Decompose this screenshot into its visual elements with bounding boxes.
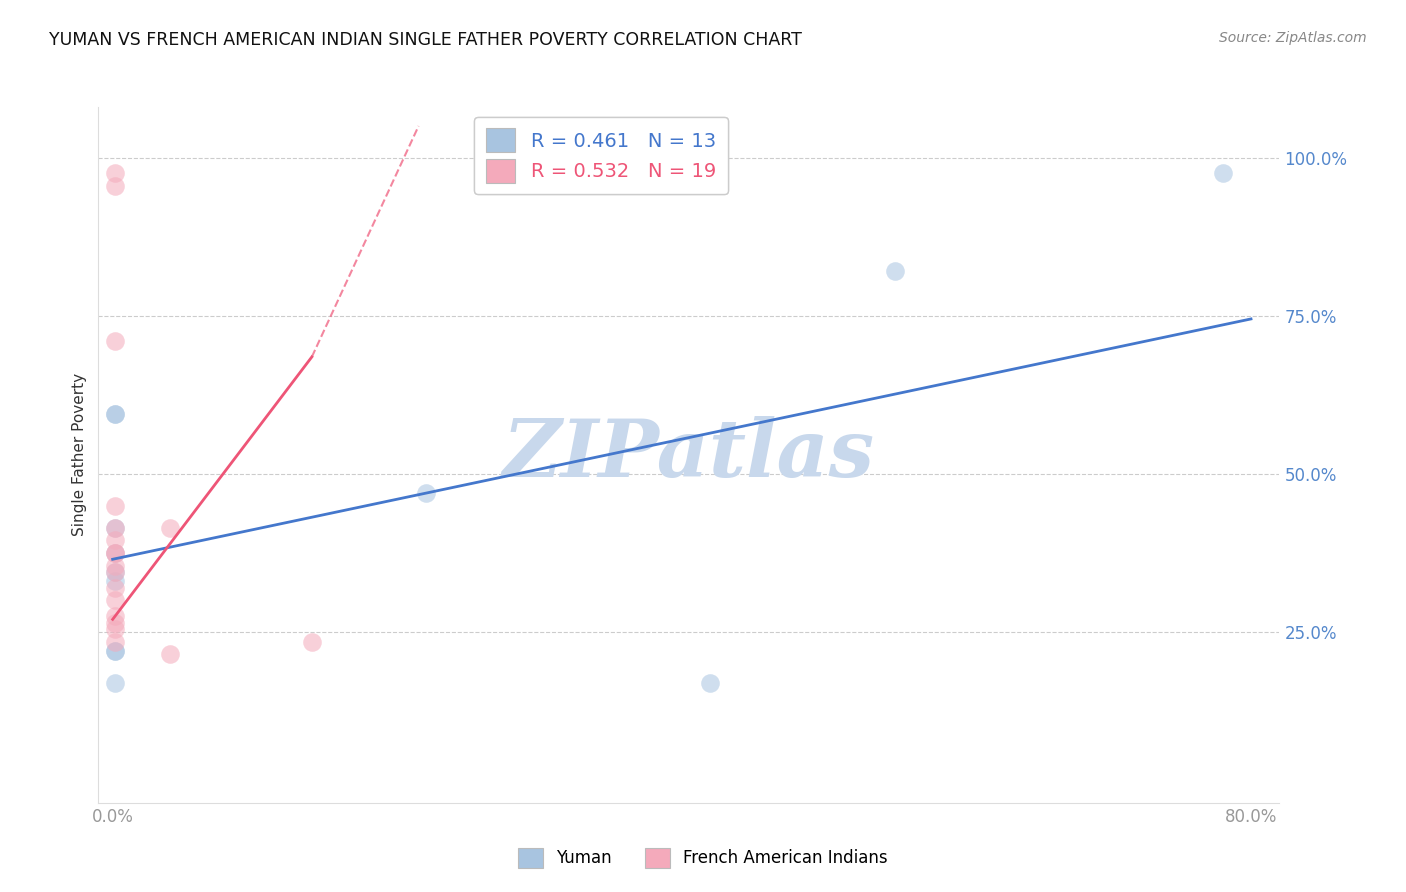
Point — [104, 565, 127, 579]
Point — [104, 675, 127, 690]
Point — [104, 574, 127, 589]
Point — [104, 499, 127, 513]
Point — [104, 634, 127, 648]
Text: Source: ZipAtlas.com: Source: ZipAtlas.com — [1219, 31, 1367, 45]
Legend: R = 0.461   N = 13, R = 0.532   N = 19: R = 0.461 N = 13, R = 0.532 N = 19 — [474, 117, 727, 194]
Point — [104, 334, 127, 348]
Point — [104, 558, 127, 573]
Point — [104, 546, 127, 560]
Point — [104, 593, 127, 607]
Y-axis label: Single Father Poverty: Single Father Poverty — [72, 374, 87, 536]
Point — [104, 644, 127, 658]
Text: ZIPatlas: ZIPatlas — [503, 417, 875, 493]
Point — [884, 264, 907, 278]
Point — [415, 486, 437, 500]
Point — [104, 615, 127, 630]
Point — [159, 521, 181, 535]
Point — [159, 647, 181, 661]
Point — [104, 533, 127, 548]
Legend: Yuman, French American Indians: Yuman, French American Indians — [512, 841, 894, 875]
Point — [104, 644, 127, 658]
Point — [1212, 166, 1234, 180]
Point — [104, 546, 127, 560]
Text: YUMAN VS FRENCH AMERICAN INDIAN SINGLE FATHER POVERTY CORRELATION CHART: YUMAN VS FRENCH AMERICAN INDIAN SINGLE F… — [49, 31, 801, 49]
Point — [104, 521, 127, 535]
Point — [104, 521, 127, 535]
Point — [699, 675, 721, 690]
Point — [104, 622, 127, 636]
Point — [104, 407, 127, 421]
Point — [104, 407, 127, 421]
Point — [104, 179, 127, 194]
Point — [104, 565, 127, 579]
Point — [104, 546, 127, 560]
Point — [301, 634, 323, 648]
Point — [104, 581, 127, 595]
Point — [104, 166, 127, 180]
Point — [104, 609, 127, 624]
